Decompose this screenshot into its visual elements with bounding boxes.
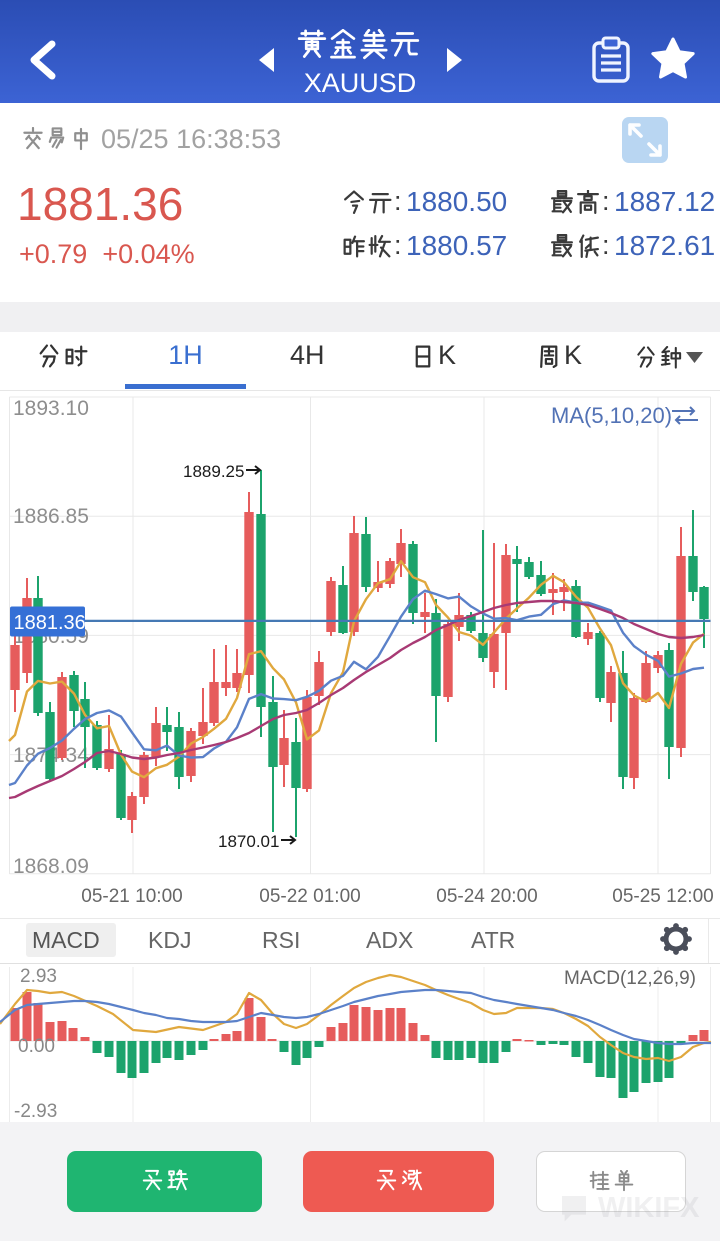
- svg-text:-2.93: -2.93: [14, 1101, 57, 1122]
- svg-text:1886.85: 1886.85: [13, 505, 89, 528]
- svg-text:MACD(12,26,9): MACD(12,26,9): [564, 968, 696, 989]
- svg-text:1881.36: 1881.36: [14, 612, 86, 634]
- svg-text:1870.01: 1870.01: [218, 832, 279, 851]
- svg-text:0.00: 0.00: [18, 1036, 55, 1057]
- svg-text:05-22 01:00: 05-22 01:00: [259, 886, 360, 907]
- svg-text:1889.25: 1889.25: [183, 462, 244, 481]
- svg-text:1893.10: 1893.10: [13, 397, 89, 420]
- svg-text:1868.09: 1868.09: [13, 855, 89, 878]
- svg-text:05-24 20:00: 05-24 20:00: [436, 886, 537, 907]
- svg-text:MA(5,10,20): MA(5,10,20): [551, 403, 672, 428]
- svg-text:2.93: 2.93: [20, 966, 57, 987]
- svg-text:05-21 10:00: 05-21 10:00: [81, 886, 182, 907]
- svg-text:05-25 12:00: 05-25 12:00: [612, 886, 713, 907]
